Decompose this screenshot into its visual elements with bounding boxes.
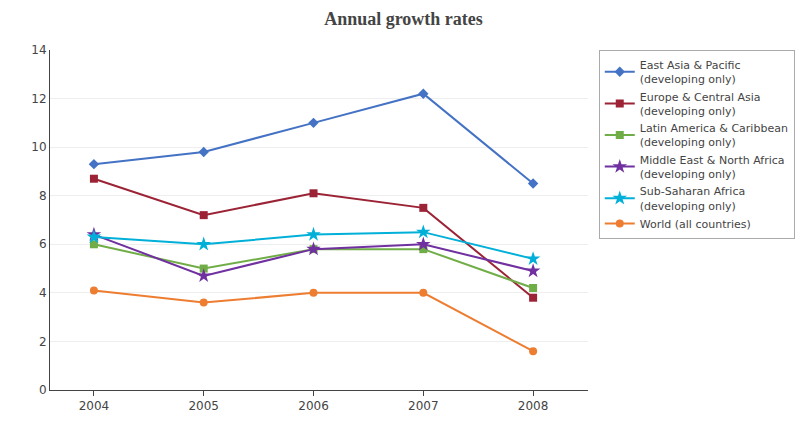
- svg-text:East Asia & Pacific(developing: East Asia & Pacific(developing only): [640, 59, 741, 86]
- svg-text:2: 2: [39, 335, 47, 349]
- svg-text:4: 4: [39, 286, 47, 300]
- svg-text:Annual growth rates: Annual growth rates: [324, 9, 483, 29]
- svg-text:8: 8: [39, 189, 47, 203]
- svg-text:World (all countries): World (all countries): [640, 218, 751, 231]
- svg-text:14: 14: [31, 43, 46, 57]
- svg-text:12: 12: [31, 92, 46, 106]
- svg-text:6: 6: [39, 237, 47, 251]
- svg-text:Middle East & North Africa(dev: Middle East & North Africa(developing on…: [640, 154, 785, 181]
- svg-text:Europe & Central Asia(developi: Europe & Central Asia(developing only): [640, 91, 761, 118]
- svg-text:2008: 2008: [518, 399, 549, 413]
- svg-text:2006: 2006: [298, 399, 329, 413]
- svg-text:2005: 2005: [188, 399, 219, 413]
- svg-text:10: 10: [31, 140, 46, 154]
- svg-text:Latin America & Caribbean(deve: Latin America & Caribbean(developing onl…: [640, 122, 788, 149]
- svg-text:2007: 2007: [408, 399, 439, 413]
- svg-text:0: 0: [39, 383, 47, 397]
- svg-text:Sub-Saharan Africa(developing: Sub-Saharan Africa(developing only): [640, 185, 745, 212]
- svg-text:2004: 2004: [79, 399, 110, 413]
